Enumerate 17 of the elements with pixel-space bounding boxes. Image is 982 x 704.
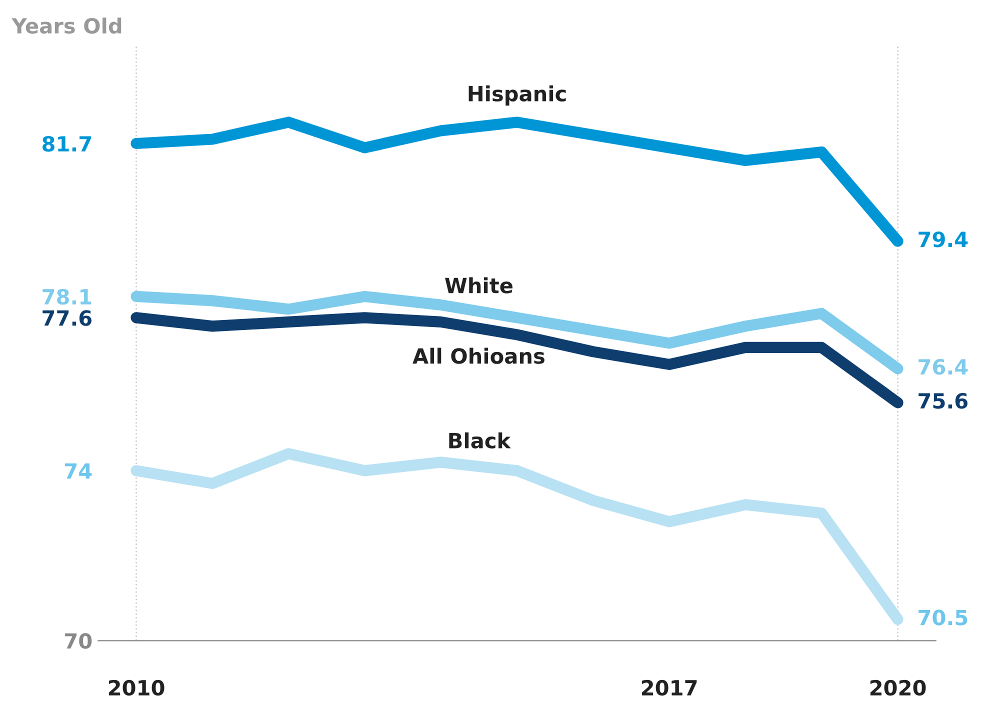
y-tick-label: 77.6 [42,310,92,326]
series-label: All Ohioans [412,348,544,364]
x-tick-label: 2020 [870,680,926,696]
series-label: Black [449,432,511,448]
x-tick-label: 2010 [108,680,164,696]
y-tick-label: 70 [65,633,92,649]
y-tick-label: 74 [65,463,92,479]
y-tick-label: 81.7 [42,136,91,152]
series-label: White [445,277,512,294]
x-tick-label: 2017 [642,680,697,696]
y-axis-title: Years Old [12,18,122,34]
y-tick-label: 78.1 [42,288,92,305]
series-label: Hispanic [468,85,566,106]
data-label: 75.6 [918,392,968,409]
data-label: 70.5 [918,610,968,626]
data-label: 76.4 [918,359,968,375]
data-label: 79.4 [918,232,968,248]
